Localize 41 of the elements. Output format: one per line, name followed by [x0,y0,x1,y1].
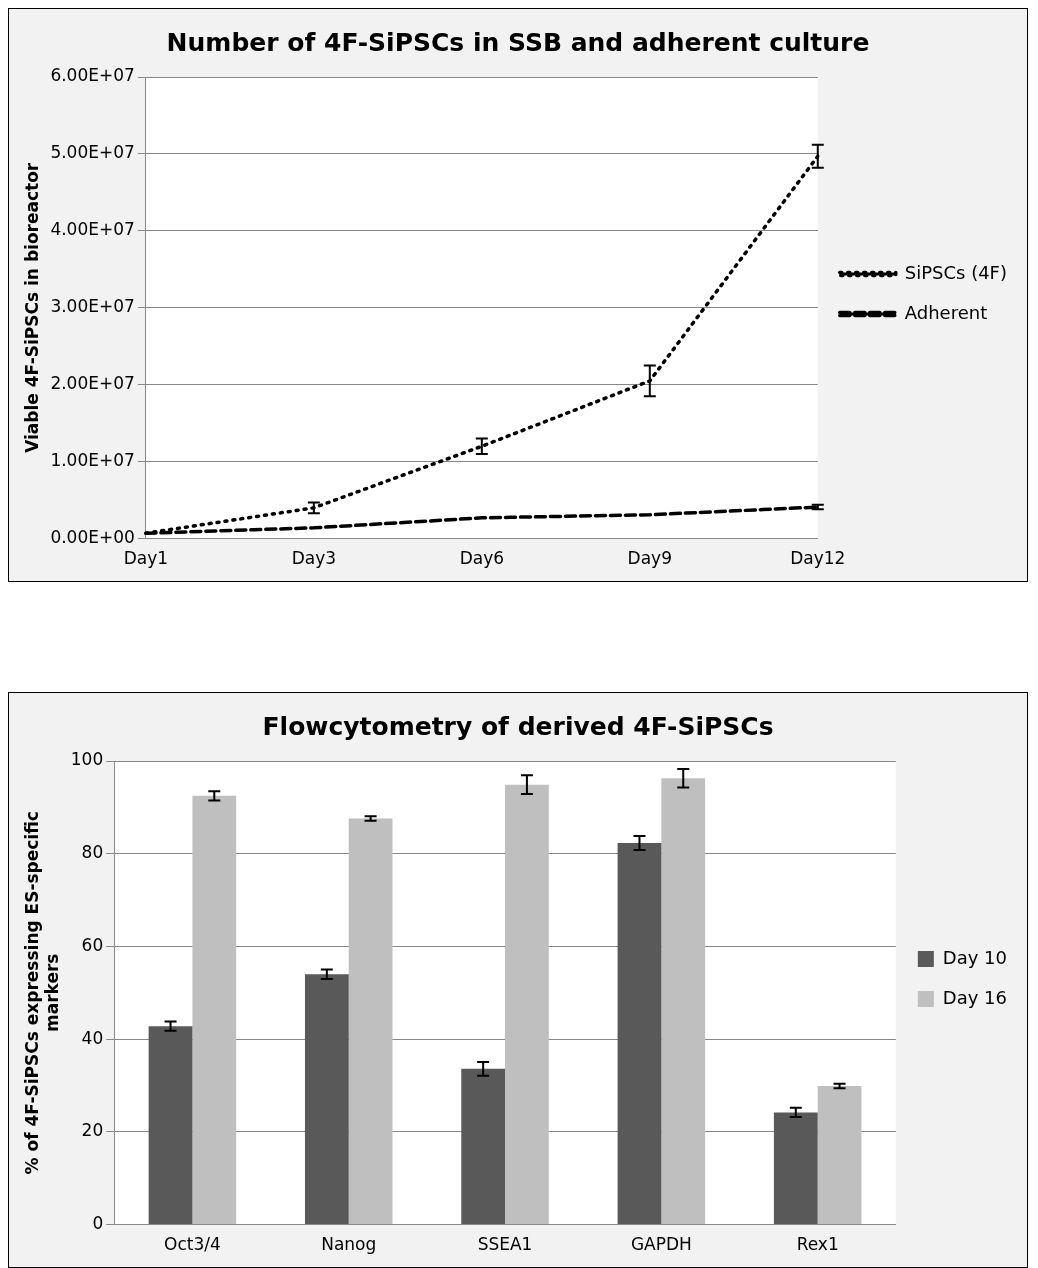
bar [617,843,662,1225]
y-tick-label: 0 [92,1213,104,1234]
legend-label: SiPSCs (4F) [904,261,1008,283]
y-tick-label: 100 [70,749,104,770]
chart-title: Flowcytometry of derived 4F-SiPSCs [262,711,774,741]
y-tick-label: 80 [81,842,104,863]
y-tick-label: 1.00E+07 [50,450,135,471]
y-tick-label: 0.00E+00 [50,527,135,548]
legend-label: Adherent [904,301,988,323]
legend-label: Day 16 [942,986,1007,1008]
y-tick-label: 3.00E+07 [50,296,135,317]
x-tick-label: Day1 [123,548,169,569]
bar [348,818,393,1225]
bar [192,795,237,1225]
bar [661,778,706,1225]
x-tick-label: GAPDH [630,1234,692,1255]
y-tick-label: 20 [81,1120,104,1141]
y-axis-title: Viable 4F-SiPSCs in bioreactor [21,162,42,453]
x-tick-label: Day6 [459,548,505,569]
x-tick-label: Rex1 [796,1234,839,1255]
y-tick-label: 5.00E+07 [50,142,135,163]
chart-title: Number of 4F-SiPSCs in SSB and adherent culture [166,27,870,57]
x-tick-label: Nanog [321,1234,377,1255]
bar [148,1026,193,1225]
bar [505,784,549,1225]
y-tick-label: 60 [81,934,104,955]
y-axis-title: % of 4F-SiPSCs expressing ES-specific markers [21,811,63,1175]
x-tick-label: SSEA1 [477,1234,533,1255]
bar [304,974,349,1225]
x-tick-label: Day3 [291,548,337,569]
y-tick-label: 2.00E+07 [50,373,135,394]
bar [773,1112,818,1225]
bar [817,1085,862,1225]
legend-label: Day 10 [942,946,1007,968]
y-tick-label: 4.00E+07 [50,219,135,240]
x-tick-label: Oct3/4 [164,1234,221,1255]
x-tick-label: Day12 [790,548,846,569]
y-tick-label: 40 [81,1027,104,1048]
x-tick-label: Day9 [627,548,672,569]
bar [461,1068,506,1225]
y-tick-label: 6.00E+07 [50,65,135,86]
